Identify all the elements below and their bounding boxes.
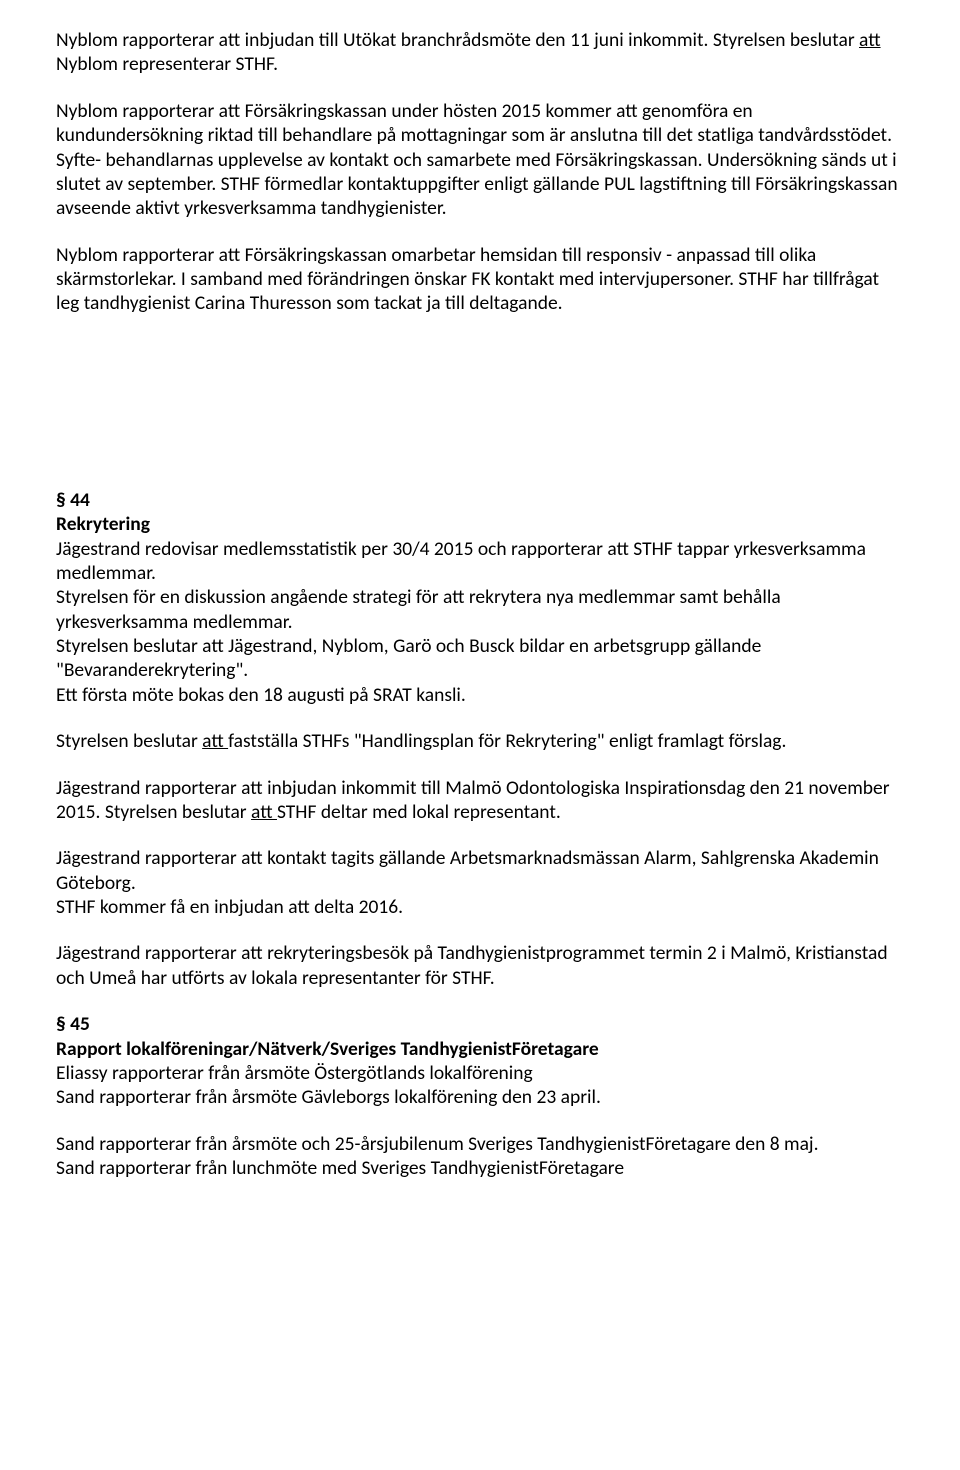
document-page: Nyblom rapporterar att inbjudan till Utö… [0,0,960,1470]
text: STHF deltar med lokal representant. [277,800,561,824]
section-44-body-2: Styrelsen beslutar att fastställa STHFs … [56,729,904,753]
section-44-body-4: Jägestrand rapporterar att kontakt tagit… [56,846,904,919]
section-44-body-3: Jägestrand rapporterar att inbjudan inko… [56,776,904,825]
section-number: § 44 [56,488,904,512]
section-spacer [56,338,904,488]
section-44-body-1: Jägestrand redovisar medlemsstatistik pe… [56,537,904,708]
section-44: § 44 Rekrytering Jägestrand redovisar me… [56,488,904,990]
text: fastställa STHFs "Handlingsplan för Rekr… [228,729,786,753]
section-number: § 45 [56,1012,904,1036]
paragraph-forsakringskassan-hemsida: Nyblom rapporterar att Försäkringskassan… [56,243,904,316]
section-title: Rapport lokalföreningar/Nätverk/Sveriges… [56,1037,904,1061]
text: Nyblom rapporterar att inbjudan till Utö… [56,28,859,52]
section-44-body-5: Jägestrand rapporterar att rekryteringsb… [56,941,904,990]
underlined-word: att [859,28,881,52]
section-45: § 45 Rapport lokalföreningar/Nätverk/Sve… [56,1012,904,1180]
text: Styrelsen beslutar [56,729,202,753]
section-title: Rekrytering [56,512,904,536]
section-45-body-1: Eliassy rapporterar från årsmöte Östergö… [56,1061,904,1110]
paragraph-inbjudan: Nyblom rapporterar att inbjudan till Utö… [56,28,904,77]
underlined-word: att [202,729,228,753]
paragraph-forsakringskassan-undersokning: Nyblom rapporterar att Försäkringskassan… [56,99,904,221]
text: Nyblom representerar STHF. [56,52,278,76]
underlined-word: att [251,800,277,824]
section-45-body-2: Sand rapporterar från årsmöte och 25-års… [56,1132,904,1181]
